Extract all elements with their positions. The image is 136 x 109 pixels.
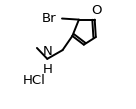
Text: Br: Br (41, 12, 56, 25)
Text: HCl: HCl (23, 74, 46, 87)
Text: H: H (43, 63, 53, 76)
Text: N: N (43, 45, 53, 58)
Text: O: O (91, 4, 102, 17)
